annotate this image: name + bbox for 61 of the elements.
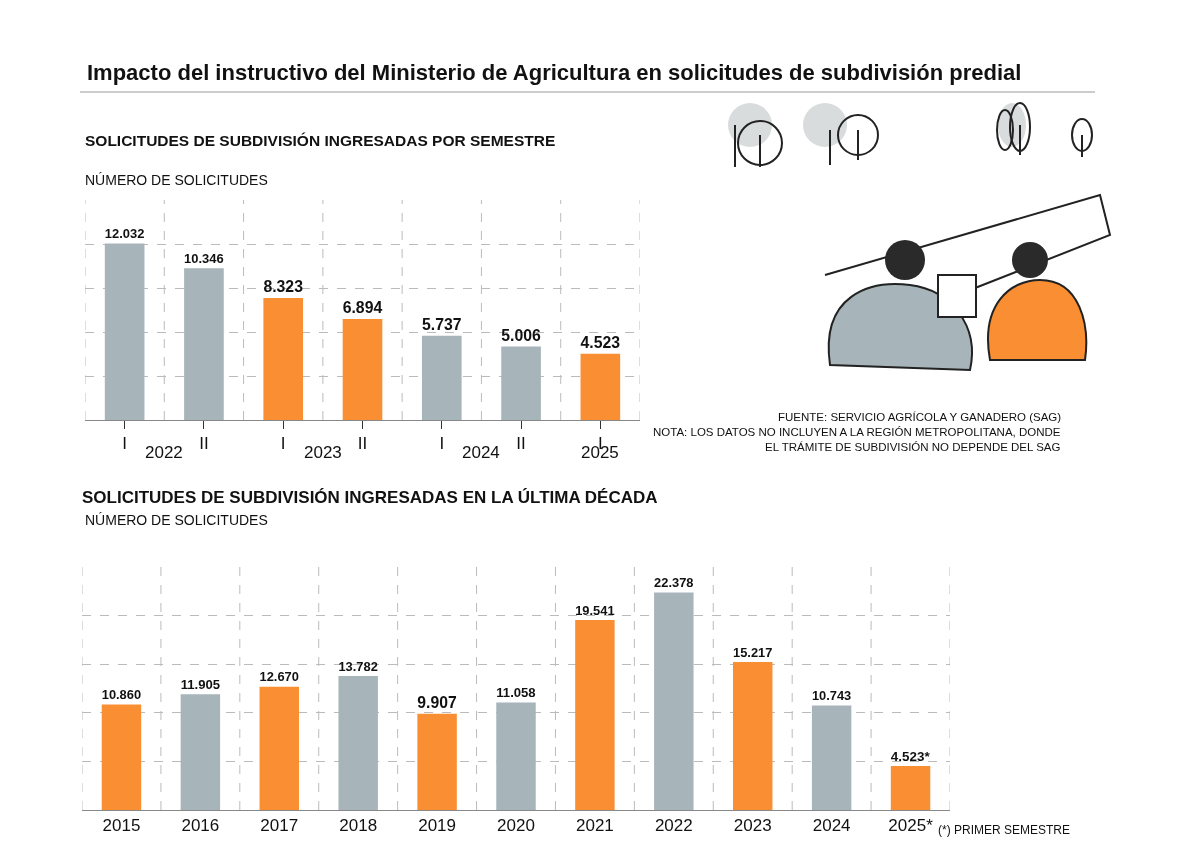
y-axis-title: NÚMERO DE SOLICITUDES: [85, 512, 268, 528]
y-axis-title: NÚMERO DE SOLICITUDES: [85, 172, 268, 188]
bar: [338, 676, 378, 810]
chart-subtitle: SOLICITUDES DE SUBDIVISIÓN INGRESADAS POR SEMESTRE: [85, 132, 556, 149]
x-tick-label: II: [516, 434, 526, 454]
bar: [421, 335, 462, 420]
chart-title: SOLICITUDES DE SUBDIVISIÓN INGRESADAS EN LA ÚLTIMA DÉCADA: [82, 488, 658, 507]
bar: [180, 694, 221, 810]
x-tick-label: I: [122, 434, 128, 454]
chart-title: Impacto del instructivo del Ministerio de Agricultura en solicitudes de subdivisión predial: [87, 60, 1022, 85]
data-label: 22.378: [654, 575, 694, 591]
data-label: 13.782: [338, 658, 378, 674]
x-tick-label: 2025*: [888, 816, 934, 836]
x-tick-label: I: [439, 434, 445, 454]
data-label: 15.217: [733, 644, 773, 660]
bar: [811, 705, 852, 810]
data-label: 9.907: [417, 693, 457, 711]
bar: [184, 268, 224, 420]
bar: [654, 592, 694, 810]
text: (*) PRIMER SEMESTRE: [938, 823, 1071, 837]
x-tick-label: 2023: [733, 816, 772, 836]
x-tick-label: 2022: [654, 816, 693, 836]
data-label: 4.523*: [890, 748, 931, 764]
x-tick-label: II: [199, 434, 209, 454]
source-note: FUENTE: SERVICIO AGRÍCOLA Y GANADERO (SAG): [778, 411, 1062, 423]
data-label: 12.670: [259, 669, 299, 685]
bar: [501, 346, 541, 420]
bar: [575, 620, 615, 810]
bar: [104, 243, 145, 420]
data-label: 6.894: [342, 298, 383, 316]
data-label: 12.032: [104, 226, 145, 242]
x-tick-label: I: [280, 434, 286, 454]
data-label: 5.737: [421, 315, 462, 333]
x-tick-label: 2015: [102, 816, 141, 836]
data-label: 11.058: [496, 685, 536, 701]
x-tick-label: 2018: [339, 816, 378, 836]
x-tick-label: 2024: [812, 816, 851, 836]
bar: [263, 297, 304, 420]
bar: [259, 686, 299, 810]
bar: [101, 704, 142, 810]
x-tick-label: 2020: [497, 816, 535, 836]
bar: [342, 318, 383, 420]
bar: [733, 662, 773, 810]
data-label: 11.905: [180, 676, 220, 692]
bar: [496, 702, 536, 810]
data-label: 10.860: [101, 687, 142, 703]
text: NOTA: LOS DATOS NO INCLUYEN A LA REGIÓN METROPOLITANA, DONDE EL TRÁMITE DE SUBDIVISIÓN NO DEPENDE DEL SAG: [653, 426, 1061, 453]
data-label: 19.541: [575, 602, 615, 618]
bar: [417, 713, 457, 810]
bar: [890, 766, 931, 810]
x-tick-label: 2017: [260, 816, 299, 836]
x-tick-label: II: [357, 434, 368, 454]
data-label: 5.006: [501, 326, 541, 344]
data-label: 10.346: [184, 250, 224, 266]
data-label: 4.523: [580, 333, 621, 351]
x-tick-label: 2021: [576, 816, 614, 836]
x-tick-label: 2016: [181, 816, 220, 836]
x-tick-label: 2019: [418, 816, 456, 836]
bar: [580, 353, 621, 420]
data-label: 8.323: [263, 277, 304, 295]
data-label: 10.743: [811, 688, 852, 704]
